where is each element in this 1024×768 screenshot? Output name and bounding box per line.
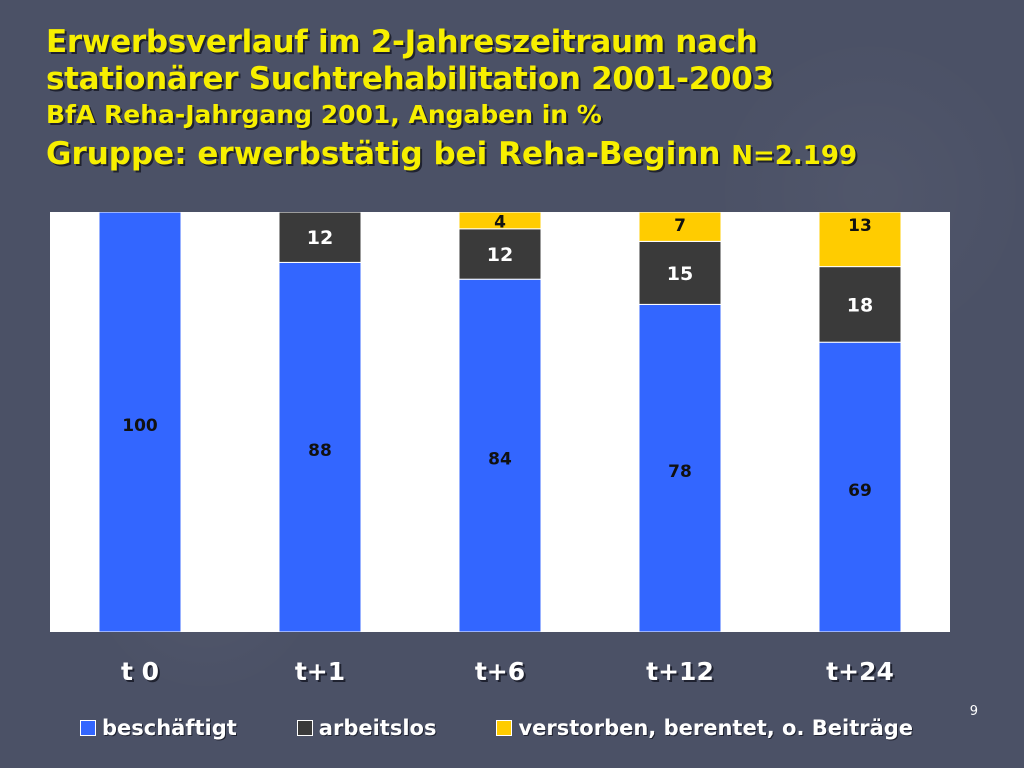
slide-title-block: Erwerbsverlauf im 2-Jahreszeitraum nach …: [46, 24, 857, 176]
legend-swatch-beschaeftigt: [80, 720, 96, 736]
bar-beschaeftigt-3: [638, 303, 722, 633]
data-label-beschaeftigt-1: 88: [308, 441, 332, 461]
legend-item-arbeitslos: arbeitslos: [296, 716, 437, 740]
data-label-verstorben-3: 7: [674, 216, 686, 236]
title-line-2: stationärer Suchtrehabilitation 2001-200…: [46, 61, 774, 97]
legend-swatch-verstorben: [496, 720, 513, 736]
bar-arbeitslos-4: [818, 266, 902, 343]
data-label-arbeitslos-3: 15: [667, 263, 693, 285]
title-line-1: Erwerbsverlauf im 2-Jahreszeitraum nach: [46, 24, 758, 60]
category-label-0: t 0: [120, 657, 160, 686]
page-number: 9: [969, 704, 978, 719]
category-label-1: t+1: [294, 657, 346, 686]
bar-arbeitslos-2: [458, 228, 542, 280]
category-label-2: t+6: [474, 657, 526, 686]
legend-label-beschaeftigt: beschäftigt: [102, 716, 237, 740]
title-group-n: N=2.199: [731, 141, 858, 171]
chart-legend: beschäftigt arbeitslos verstorben, berente…: [80, 716, 973, 740]
stacked-bar-chart: 100 88 12 84 12 4 78 15 7 69 18 13: [98, 211, 902, 633]
data-label-arbeitslos-4: 18: [847, 294, 873, 316]
plot-area: 100 88 12 84 12 4 78 15 7 69 18 13: [50, 211, 950, 633]
data-label-arbeitslos-1: 12: [307, 227, 333, 249]
data-label-arbeitslos-2: 12: [487, 244, 513, 266]
title-subtitle: BfA Reha-Jahrgang 2001, Angaben in %: [46, 100, 602, 129]
data-label-beschaeftigt-0: 100: [122, 416, 158, 436]
data-label-beschaeftigt-2: 84: [488, 450, 512, 470]
legend-label-arbeitslos: arbeitslos: [318, 716, 437, 740]
bar-beschaeftigt-1: [278, 261, 362, 633]
bar-verstorben-2: [458, 211, 542, 230]
data-label-verstorben-2: 4: [494, 212, 506, 232]
category-label-4: t+24: [826, 657, 894, 686]
legend-item-verstorben: verstorben, berentet, o. Beiträge: [496, 716, 913, 740]
legend-item-beschaeftigt: beschäftigt: [80, 716, 237, 740]
data-label-beschaeftigt-3: 78: [668, 462, 692, 482]
legend-label-verstorben: verstorben, berentet, o. Beiträge: [518, 716, 914, 740]
title-group: Gruppe: erwerbstätig bei Reha-Beginn N=2…: [46, 134, 857, 176]
bar-verstorben-3: [638, 211, 722, 242]
data-label-verstorben-4: 13: [848, 216, 872, 236]
legend-swatch-arbeitslos: [296, 720, 313, 736]
bar-arbeitslos-1: [278, 211, 362, 263]
bar-verstorben-4: [818, 211, 902, 268]
bar-beschaeftigt-4: [818, 341, 902, 633]
title-group-label: Gruppe: erwerbstätig bei Reha-Beginn: [46, 136, 721, 172]
data-label-beschaeftigt-4: 69: [848, 481, 872, 501]
category-label-3: t+12: [646, 657, 714, 686]
